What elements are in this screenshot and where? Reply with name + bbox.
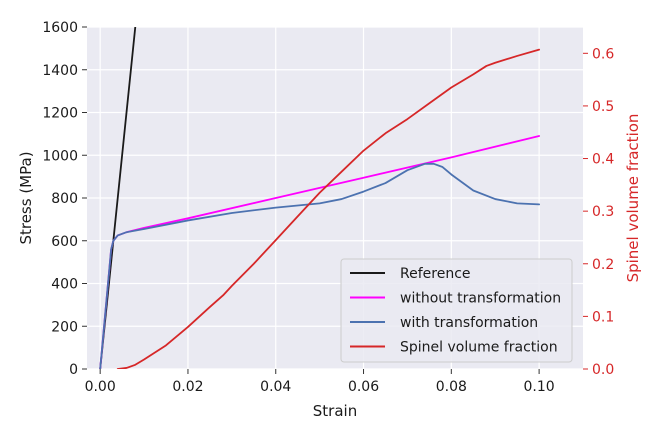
- legend-label-reference: Reference: [400, 266, 471, 282]
- x-tick-label: 0.02: [172, 379, 203, 395]
- y2-axis-label: Spinel volume fraction: [624, 114, 642, 283]
- x-tick-label: 0.00: [85, 379, 116, 395]
- y-tick-label: 1400: [42, 63, 78, 79]
- y2-tick-label: 0.1: [592, 309, 614, 325]
- y-tick-label: 1600: [42, 20, 78, 36]
- x-tick-label: 0.08: [436, 379, 467, 395]
- y-tick-label: 400: [51, 277, 78, 293]
- y-tick-label: 1000: [42, 148, 78, 164]
- legend: Reference without transformation with tran…: [340, 258, 573, 363]
- y2-tick-label: 0.4: [592, 152, 614, 168]
- y2-tick-label: 0.0: [592, 362, 614, 378]
- y-tick-label: 1200: [42, 106, 78, 122]
- y2-tick-label: 0.3: [592, 204, 614, 220]
- series-line-spinel-volume-fraction: [116, 48, 541, 369]
- legend-label-without-transformation: without transformation: [400, 291, 561, 307]
- y-tick-label: 800: [51, 191, 78, 207]
- legend-label-spinel-volume-fraction: Spinel volume fraction: [400, 340, 558, 356]
- tick-layer: 0.00 0.02 0.04 0.06 0.08 0.10 0 200 400 600 800 100…: [42, 20, 614, 395]
- x-tick-label: 0.10: [524, 379, 555, 395]
- y2-tick-label: 0.2: [592, 257, 614, 273]
- y2-tick-label: 0.5: [592, 99, 614, 115]
- series-line-with-transformation: [99, 162, 541, 369]
- y-tick-label: 0: [69, 362, 78, 378]
- series-layer: [99, 27, 541, 369]
- x-tick-label: 0.04: [260, 379, 291, 395]
- x-tick-label: 0.06: [348, 379, 379, 395]
- y2-tick-label: 0.6: [592, 46, 614, 62]
- legend-box: [340, 258, 573, 363]
- grid-layer: [87, 26, 583, 370]
- y-tick-label: 600: [51, 234, 78, 250]
- y-tick-label: 200: [51, 319, 78, 335]
- legend-label-with-transformation: with transformation: [400, 315, 538, 331]
- x-axis-label: Strain: [313, 402, 357, 420]
- y-axis-label: Stress (MPa): [17, 151, 35, 244]
